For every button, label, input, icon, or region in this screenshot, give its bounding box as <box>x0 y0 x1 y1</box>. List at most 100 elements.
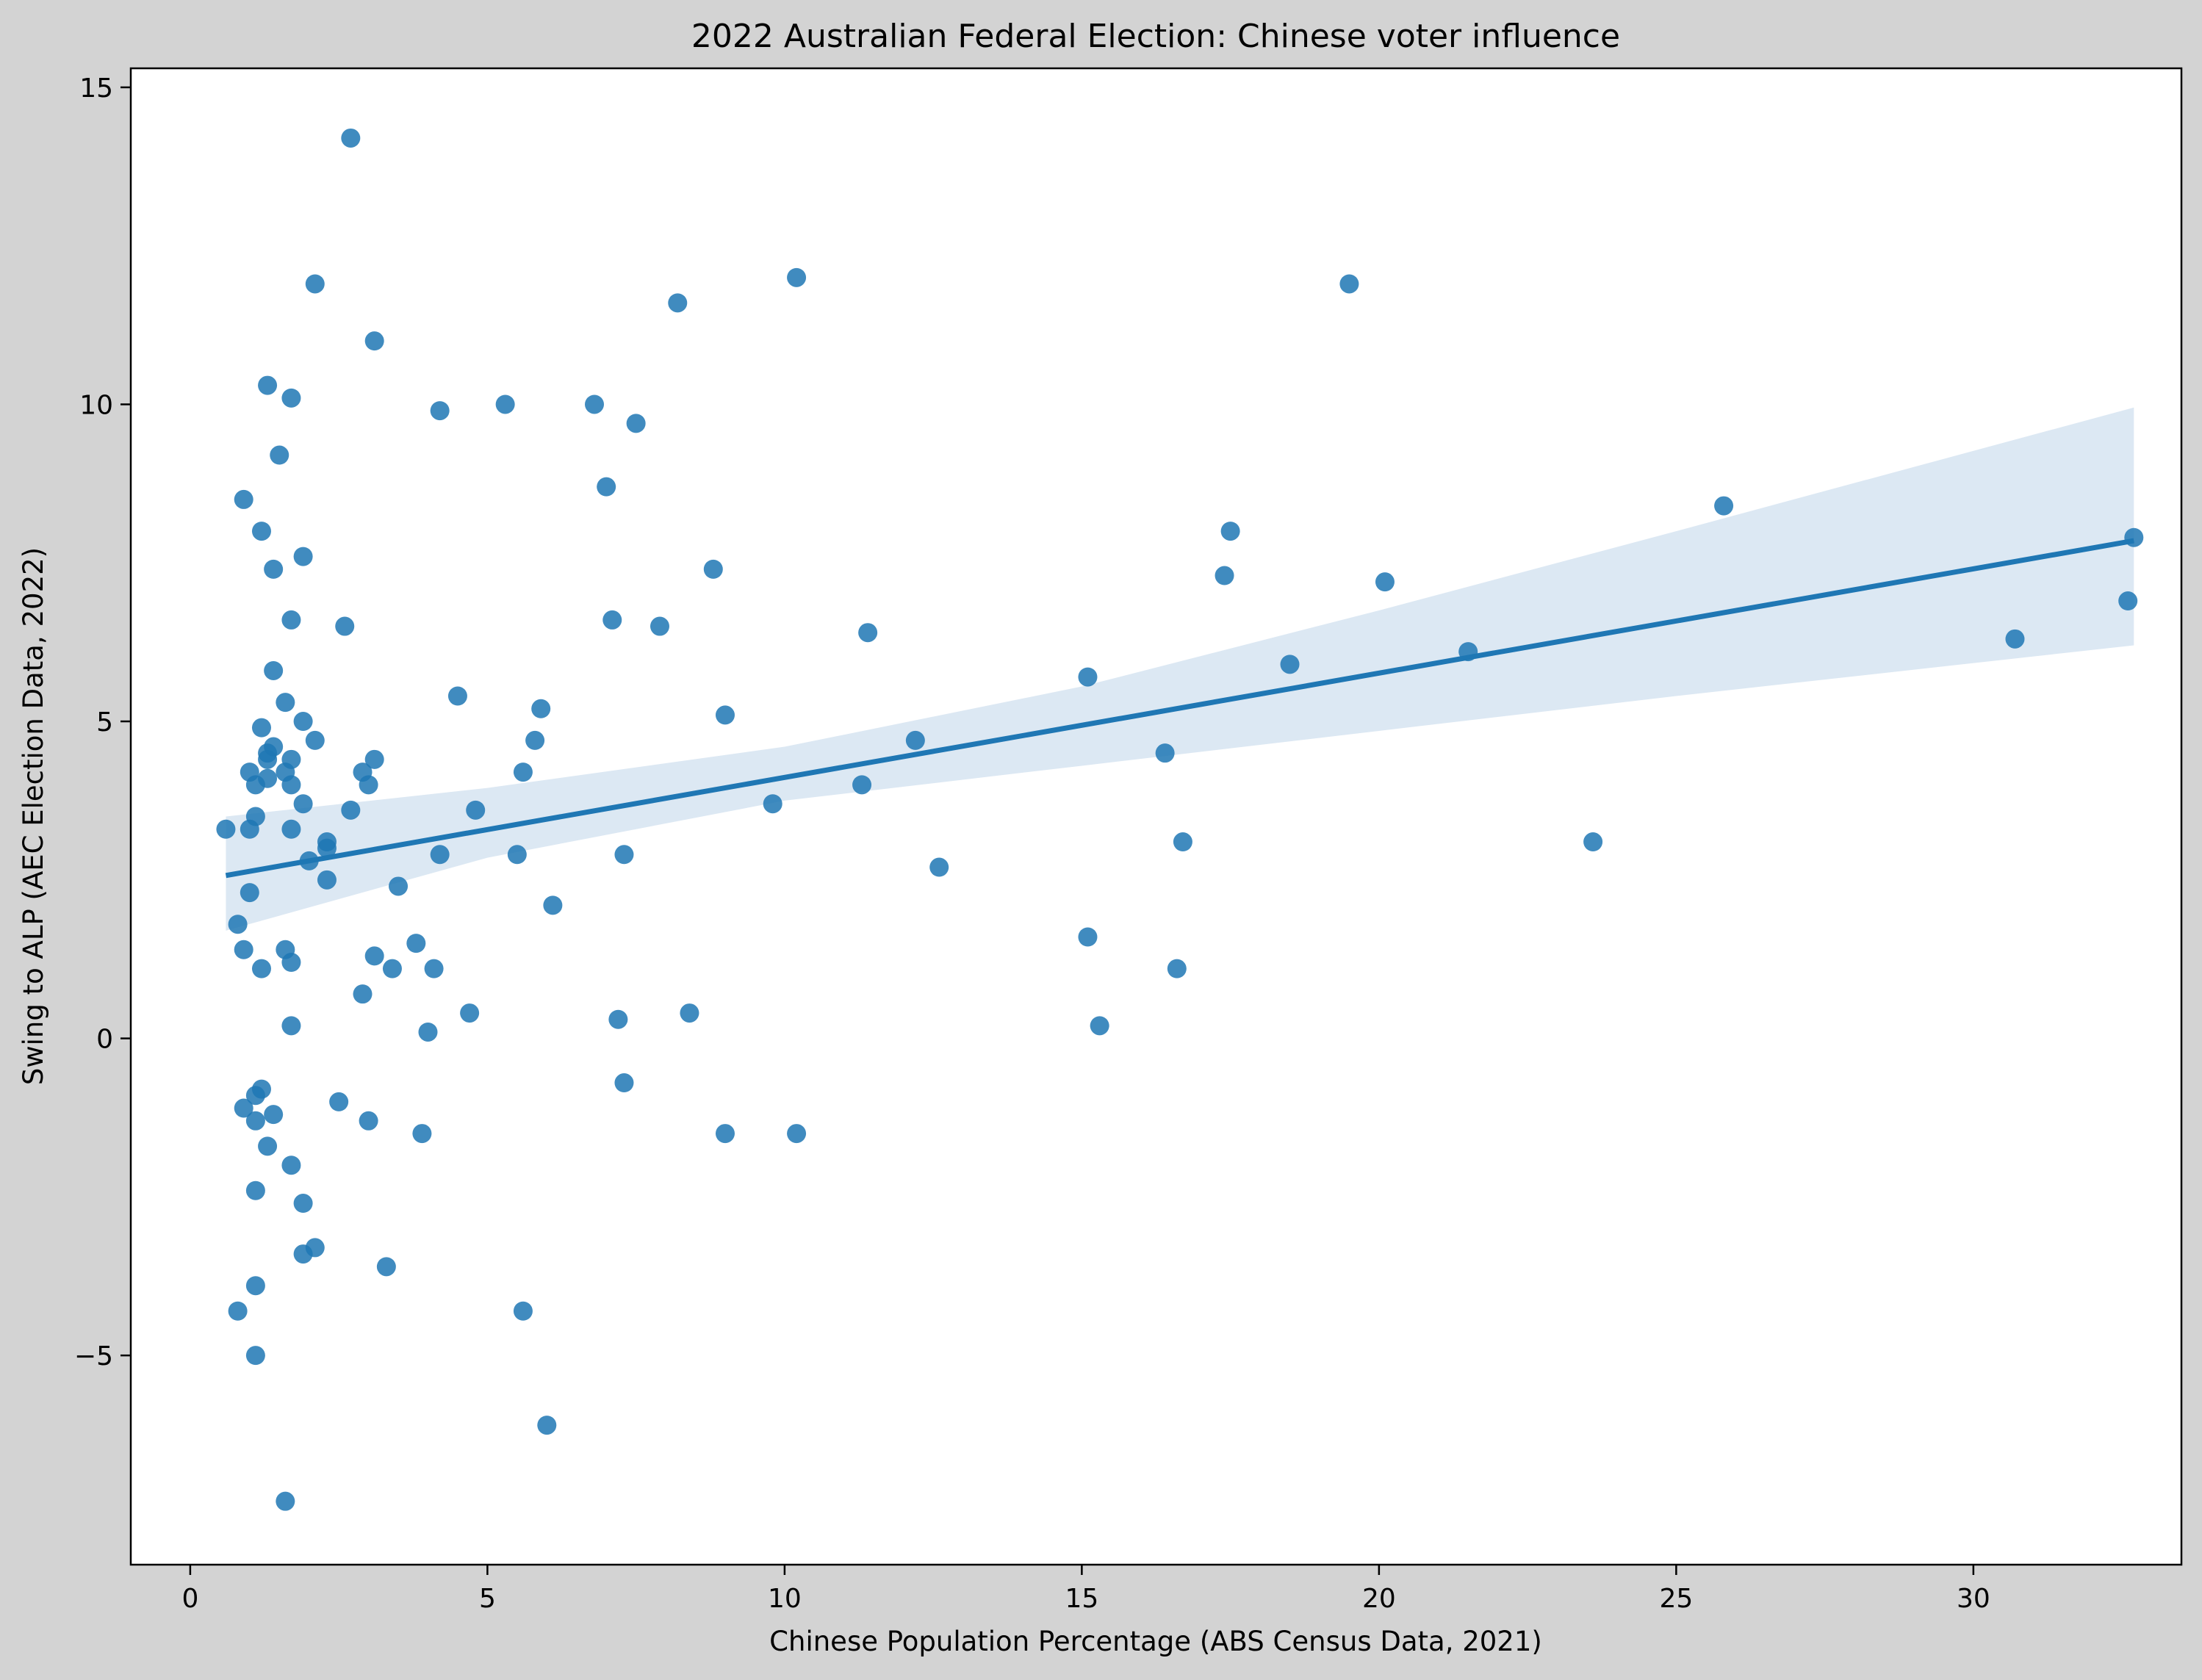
data-point <box>1458 642 1478 662</box>
data-point <box>364 331 384 351</box>
data-point <box>543 895 563 915</box>
data-point <box>424 959 444 978</box>
data-point <box>258 375 278 395</box>
data-point <box>228 1301 248 1321</box>
y-tick-label: 0 <box>96 1025 113 1055</box>
y-axis-title: Swing to ALP (AEC Election Data, 2022) <box>18 547 49 1085</box>
data-point <box>245 807 265 826</box>
data-point <box>281 819 301 839</box>
data-point <box>251 959 271 978</box>
data-point <box>216 819 236 839</box>
y-tick-label: −5 <box>74 1341 113 1371</box>
data-point <box>447 686 467 706</box>
data-point <box>276 1491 295 1511</box>
data-point <box>281 1156 301 1175</box>
data-point <box>376 1257 396 1277</box>
data-point <box>1173 832 1192 852</box>
data-point <box>602 610 622 630</box>
data-point <box>293 794 313 814</box>
data-point <box>382 959 402 978</box>
data-point <box>1583 832 1603 852</box>
data-point <box>1220 522 1240 541</box>
data-point <box>245 1180 265 1200</box>
data-point <box>264 660 284 680</box>
data-point <box>276 693 295 713</box>
data-point <box>293 712 313 732</box>
y-tick-label: 5 <box>96 707 113 738</box>
data-point <box>460 1003 480 1023</box>
data-point <box>929 857 949 877</box>
data-point <box>650 616 669 636</box>
plot-frame <box>129 67 2183 1566</box>
regression-line <box>225 538 2134 879</box>
data-point <box>858 623 878 643</box>
data-point <box>359 1111 378 1131</box>
data-point <box>412 1124 432 1144</box>
data-point <box>264 737 284 757</box>
data-point <box>2118 591 2138 611</box>
data-point <box>270 445 289 465</box>
data-point <box>466 800 486 820</box>
data-point <box>234 489 253 509</box>
data-point <box>341 128 361 148</box>
data-point <box>299 851 319 870</box>
data-point <box>281 749 301 769</box>
data-point <box>281 610 301 630</box>
data-point <box>364 946 384 966</box>
y-tick-label: 15 <box>79 73 113 104</box>
data-point <box>680 1003 699 1023</box>
data-point <box>1155 743 1175 763</box>
data-point <box>234 940 253 959</box>
data-point <box>281 953 301 973</box>
data-point <box>1078 667 1098 687</box>
data-point <box>364 749 384 769</box>
data-point <box>251 1079 271 1099</box>
data-point <box>245 1346 265 1366</box>
data-point <box>251 522 271 541</box>
data-point <box>281 1016 301 1036</box>
data-point <box>525 730 545 750</box>
data-point <box>626 414 646 433</box>
data-point <box>240 883 259 903</box>
x-axis: 0 5 10 15 20 25 30 <box>181 1565 1990 1614</box>
chart-title: 2022 Australian Federal Election: Chines… <box>691 18 1620 55</box>
data-point <box>1375 572 1395 592</box>
data-point <box>359 775 378 795</box>
data-point <box>305 730 325 750</box>
data-point <box>852 775 872 795</box>
data-point <box>258 768 278 788</box>
y-tick-label: 10 <box>79 390 113 420</box>
data-point <box>234 1098 253 1118</box>
data-point <box>614 845 634 865</box>
data-point <box>264 559 284 579</box>
x-tick-label: 25 <box>1659 1584 1693 1614</box>
data-point <box>305 274 325 294</box>
data-point <box>335 616 355 636</box>
data-point <box>2005 629 2025 649</box>
data-point <box>245 1111 265 1131</box>
data-point <box>317 838 337 858</box>
data-point <box>228 915 248 934</box>
data-point <box>787 267 807 287</box>
data-point <box>905 730 925 750</box>
data-point <box>1339 274 1359 294</box>
data-point <box>537 1416 557 1435</box>
data-point <box>341 800 361 820</box>
data-point <box>513 1301 533 1321</box>
x-tick-label: 20 <box>1362 1584 1396 1614</box>
data-point <box>763 794 782 814</box>
data-point <box>597 477 616 497</box>
x-axis-title: Chinese Population Percentage (ABS Censu… <box>769 1626 1542 1657</box>
data-point <box>1078 927 1098 947</box>
data-point <box>264 1105 284 1125</box>
data-point <box>531 699 551 718</box>
data-point <box>495 394 515 414</box>
data-point <box>293 547 313 566</box>
data-point <box>1090 1016 1109 1036</box>
data-point <box>715 705 735 725</box>
x-tick-label: 30 <box>1957 1584 1990 1614</box>
data-point <box>281 775 301 795</box>
data-point <box>329 1092 349 1111</box>
x-tick-label: 0 <box>181 1584 198 1614</box>
